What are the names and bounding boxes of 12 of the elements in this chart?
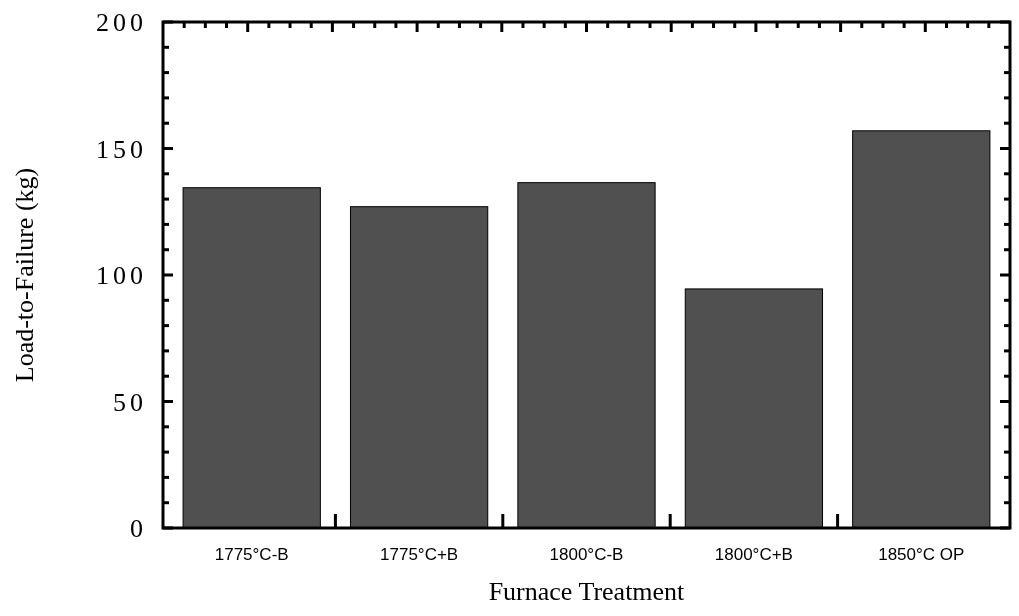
- y-axis-title: Load-to-Failure (kg): [10, 167, 39, 383]
- y-tick-label: 200: [96, 8, 147, 38]
- x-tick-label: 1775°C-B: [214, 545, 289, 564]
- x-tick-label: 1800°C+B: [714, 545, 793, 564]
- x-tick-label: 1775°C+B: [380, 545, 459, 564]
- y-tick-label: 50: [113, 387, 147, 417]
- y-tick-label: 0: [130, 514, 147, 544]
- x-tick-label: 1850°C OP: [878, 545, 965, 564]
- y-tick-label: 100: [96, 261, 147, 291]
- y-tick-label: 150: [96, 134, 147, 164]
- x-axis-title: Furnace Treatment: [488, 577, 686, 606]
- x-tick-label: 1800°C-B: [549, 545, 624, 564]
